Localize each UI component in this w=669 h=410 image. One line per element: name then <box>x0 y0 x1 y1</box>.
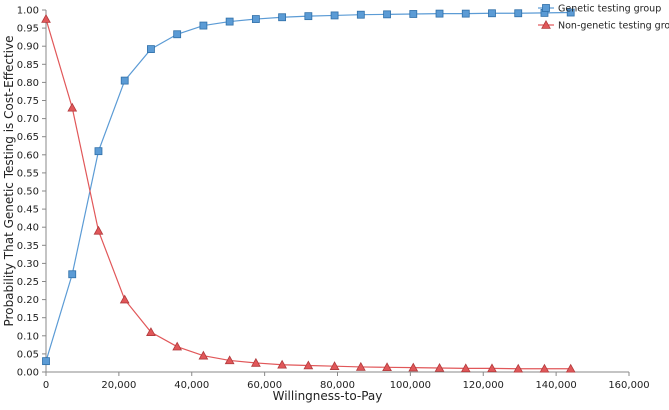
y-tick-label: 1.00 <box>17 6 39 17</box>
y-tick-label: 0.75 <box>17 96 39 107</box>
data-point <box>225 17 234 26</box>
data-point <box>487 363 497 373</box>
data-point <box>565 363 576 373</box>
data-point <box>147 45 155 53</box>
data-point <box>383 10 391 19</box>
x-tick-label: 100,000 <box>390 380 431 391</box>
series-non-genetic-testing <box>41 14 576 373</box>
data-point <box>199 21 208 30</box>
data-point <box>539 363 550 373</box>
data-point <box>94 147 103 156</box>
data-point <box>120 76 129 85</box>
x-tick-label: 140,000 <box>535 380 576 391</box>
data-point <box>119 294 130 304</box>
data-point <box>303 360 314 370</box>
data-point <box>330 11 339 20</box>
x-tick-label: 0 <box>43 380 49 391</box>
data-point <box>461 9 470 18</box>
x-tick-label: 60,000 <box>247 380 282 391</box>
data-point <box>566 8 575 17</box>
x-axis-title: Willingness-to-Pay <box>273 389 383 403</box>
data-point <box>93 225 104 235</box>
data-point <box>67 102 78 112</box>
data-point <box>278 13 287 22</box>
y-tick-label: 0.80 <box>17 78 39 89</box>
data-point <box>251 15 260 23</box>
data-point <box>42 357 50 366</box>
x-tick-label: 120,000 <box>463 380 504 391</box>
data-point <box>329 361 340 370</box>
x-tick-label: 160,000 <box>608 380 649 391</box>
y-tick-label: 0.65 <box>17 132 39 143</box>
data-point <box>513 363 524 373</box>
x-tick-label: 20,000 <box>101 380 136 391</box>
data-point <box>198 350 209 360</box>
y-tick-label: 0.40 <box>17 223 39 234</box>
data-point <box>382 362 392 372</box>
y-tick-label: 0.15 <box>17 313 39 324</box>
x-tick-label: 80,000 <box>320 380 355 391</box>
series-line <box>45 11 571 362</box>
data-point <box>251 357 261 367</box>
data-point <box>514 9 523 18</box>
y-tick-label: 0.10 <box>17 331 39 342</box>
y-tick-label: 0.60 <box>17 150 39 161</box>
data-point <box>41 14 51 23</box>
series-genetic-testing <box>42 8 575 366</box>
y-tick-label: 0.85 <box>17 60 39 71</box>
y-tick-label: 0.20 <box>17 295 39 306</box>
data-point <box>224 355 235 365</box>
data-point <box>435 9 444 18</box>
data-point <box>488 9 496 18</box>
data-point <box>173 30 182 39</box>
legend-marker <box>541 19 551 29</box>
legend-marker <box>542 4 550 12</box>
data-point <box>146 327 156 336</box>
y-tick-label: 0.50 <box>17 187 39 198</box>
y-tick-label: 0.30 <box>17 259 39 270</box>
data-point <box>355 361 366 371</box>
x-tick-label: 40,000 <box>174 380 209 391</box>
y-tick-label: 0.55 <box>17 168 39 179</box>
legend-label: Genetic testing group <box>558 4 661 15</box>
y-tick-label: 0.05 <box>17 349 39 360</box>
data-point <box>409 10 418 18</box>
y-axis-title: Probability That Genetic Testing is Cost… <box>2 36 16 327</box>
data-point <box>277 359 287 369</box>
data-point <box>460 363 471 373</box>
y-tick-label: 0.70 <box>17 114 39 125</box>
legend: Genetic testing group Non-genetic testing… <box>538 4 669 32</box>
y-tick-label: 0.35 <box>17 241 39 252</box>
data-point <box>68 270 77 279</box>
y-tick-label: 0.45 <box>17 205 39 216</box>
series-line <box>45 18 571 370</box>
data-point <box>172 341 183 351</box>
data-point <box>304 12 313 21</box>
y-tick-label: 0.90 <box>17 42 39 53</box>
data-point <box>356 10 365 19</box>
y-tick-label: 0.25 <box>17 277 39 288</box>
data-point <box>434 362 445 372</box>
y-tick-label: 0.95 <box>17 24 39 35</box>
y-tick-label: 0.00 <box>17 368 39 379</box>
data-point <box>408 362 419 372</box>
legend-label: Non-genetic testing group <box>558 21 669 32</box>
